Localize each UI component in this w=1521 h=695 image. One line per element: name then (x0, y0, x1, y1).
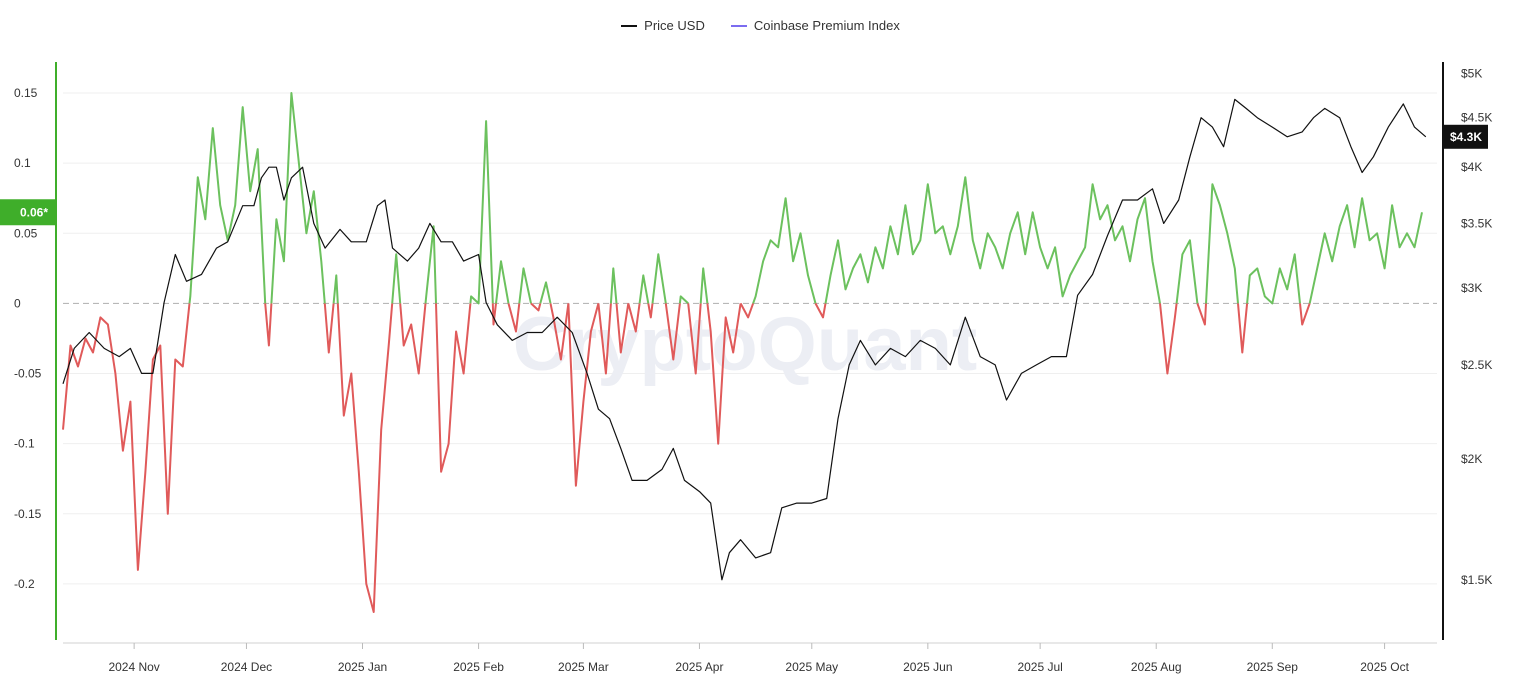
legend-swatch-premium (730, 24, 747, 27)
x-tick-label: 2025 Jul (1017, 660, 1062, 674)
right-tick-label: $3K (1461, 281, 1482, 295)
premium-line-positive (1308, 197, 1423, 304)
x-tick-label: 2025 May (785, 660, 838, 674)
premium-line-positive (188, 106, 267, 304)
x-tick-label: 2025 Jun (903, 660, 952, 674)
premium-line-negative (264, 303, 273, 347)
x-tick-label: 2025 Feb (453, 660, 504, 674)
left-tick-label: -0.15 (14, 507, 42, 521)
premium-line-negative (1299, 303, 1311, 326)
premium-line-negative (507, 303, 521, 333)
premium-line-negative (399, 303, 427, 375)
legend-item-price[interactable]: Price USD (621, 18, 705, 33)
left-tick-label: -0.2 (14, 577, 35, 591)
premium-line-negative (323, 303, 335, 354)
premium-line-positive (699, 267, 709, 304)
premium-line-negative (435, 303, 472, 473)
premium-line-negative (1237, 303, 1249, 354)
premium-line-negative (664, 303, 681, 361)
premium-line-negative (687, 303, 702, 375)
premium-line-positive (609, 267, 618, 304)
premium-line-positive (332, 274, 339, 304)
x-tick-label: 2025 Aug (1131, 660, 1182, 674)
right-tick-label: $2K (1461, 452, 1482, 466)
premium-line-positive (391, 253, 402, 304)
premium-line-positive (469, 120, 494, 305)
premium-line-negative (336, 303, 394, 613)
premium-line-positive (824, 176, 1161, 304)
premium-line-negative (549, 303, 570, 361)
left-current-badge-label: 0.06* (20, 205, 48, 219)
left-tick-label: -0.1 (14, 437, 35, 451)
x-tick-label: 2025 Apr (675, 660, 723, 674)
premium-line-positive (651, 253, 667, 304)
premium-line-negative (567, 303, 600, 487)
premium-line-negative (647, 303, 654, 319)
x-tick-label: 2025 Jan (338, 660, 387, 674)
legend-label-price: Price USD (644, 18, 705, 33)
premium-line-positive (1246, 253, 1301, 305)
left-axis: 0.15 0.1 0.05 0 -0.05 -0.1 -0.15 -0.2 (14, 62, 57, 640)
watermark: CryptoQuant (513, 302, 977, 387)
right-tick-label: $5K (1461, 66, 1482, 80)
x-tick-label: 2024 Dec (221, 660, 272, 674)
premium-line-positive (424, 225, 437, 304)
premium-line-negative (62, 303, 191, 571)
x-tick-label: 2025 Sep (1247, 660, 1299, 674)
right-current-badge (1444, 124, 1488, 149)
premium-line-negative (1196, 303, 1207, 326)
left-tick-label: 0.05 (14, 226, 38, 240)
right-current-badge-label: $4.3K (1450, 130, 1482, 144)
premium-line-positive (495, 260, 510, 304)
premium-line-negative (491, 303, 497, 326)
premium-line-positive (638, 274, 650, 304)
price-series (62, 98, 1427, 581)
premium-line-negative (706, 303, 742, 445)
right-tick-label: $3.5K (1461, 216, 1492, 230)
premium-line-negative (530, 302, 542, 312)
price-line (62, 98, 1427, 581)
premium-line-positive (1175, 239, 1199, 304)
premium-line-negative (627, 303, 641, 333)
left-current-badge (0, 199, 56, 226)
legend: Price USD Coinbase Premium Index (0, 18, 1521, 33)
premium-line-positive (539, 281, 552, 304)
premium-line-negative (597, 303, 612, 375)
x-tick-label: 2024 Nov (108, 660, 159, 674)
premium-line-negative (739, 302, 755, 319)
premium-line-positive (752, 197, 817, 304)
x-tick-label: 2025 Oct (1360, 660, 1409, 674)
right-tick-label: $2.5K (1461, 358, 1492, 372)
legend-swatch-price (621, 24, 638, 27)
x-axis: 2024 Nov 2024 Dec 2025 Jan 2025 Feb 2025 Mar… (63, 642, 1437, 674)
premium-series (62, 92, 1423, 613)
legend-item-premium[interactable]: Coinbase Premium Index (730, 18, 900, 33)
x-tick-label: 2025 Mar (558, 660, 609, 674)
left-tick-label: 0 (14, 296, 21, 310)
right-axis: $5K $4.5K $4K $3.5K $3K $2.5K $2K $1.5K (1442, 62, 1492, 640)
premium-line-positive (270, 92, 326, 304)
left-tick-label: 0.15 (14, 86, 38, 100)
premium-line-negative (615, 303, 630, 354)
right-tick-label: $4.5K (1461, 111, 1492, 125)
right-tick-label: $1.5K (1461, 573, 1492, 587)
left-tick-label: 0.1 (14, 156, 31, 170)
grid (63, 92, 1437, 585)
badges: 0.06* $4.3K (0, 124, 1488, 226)
premium-line-positive (1205, 183, 1239, 304)
premium-line-positive (518, 267, 532, 304)
legend-label-premium: Coinbase Premium Index (753, 18, 900, 33)
premium-line-positive (678, 295, 689, 305)
left-tick-label: -0.05 (14, 367, 42, 381)
premium-line-negative (814, 302, 827, 319)
premium-line-negative (1159, 303, 1178, 375)
right-tick-label: $4K (1461, 160, 1482, 174)
